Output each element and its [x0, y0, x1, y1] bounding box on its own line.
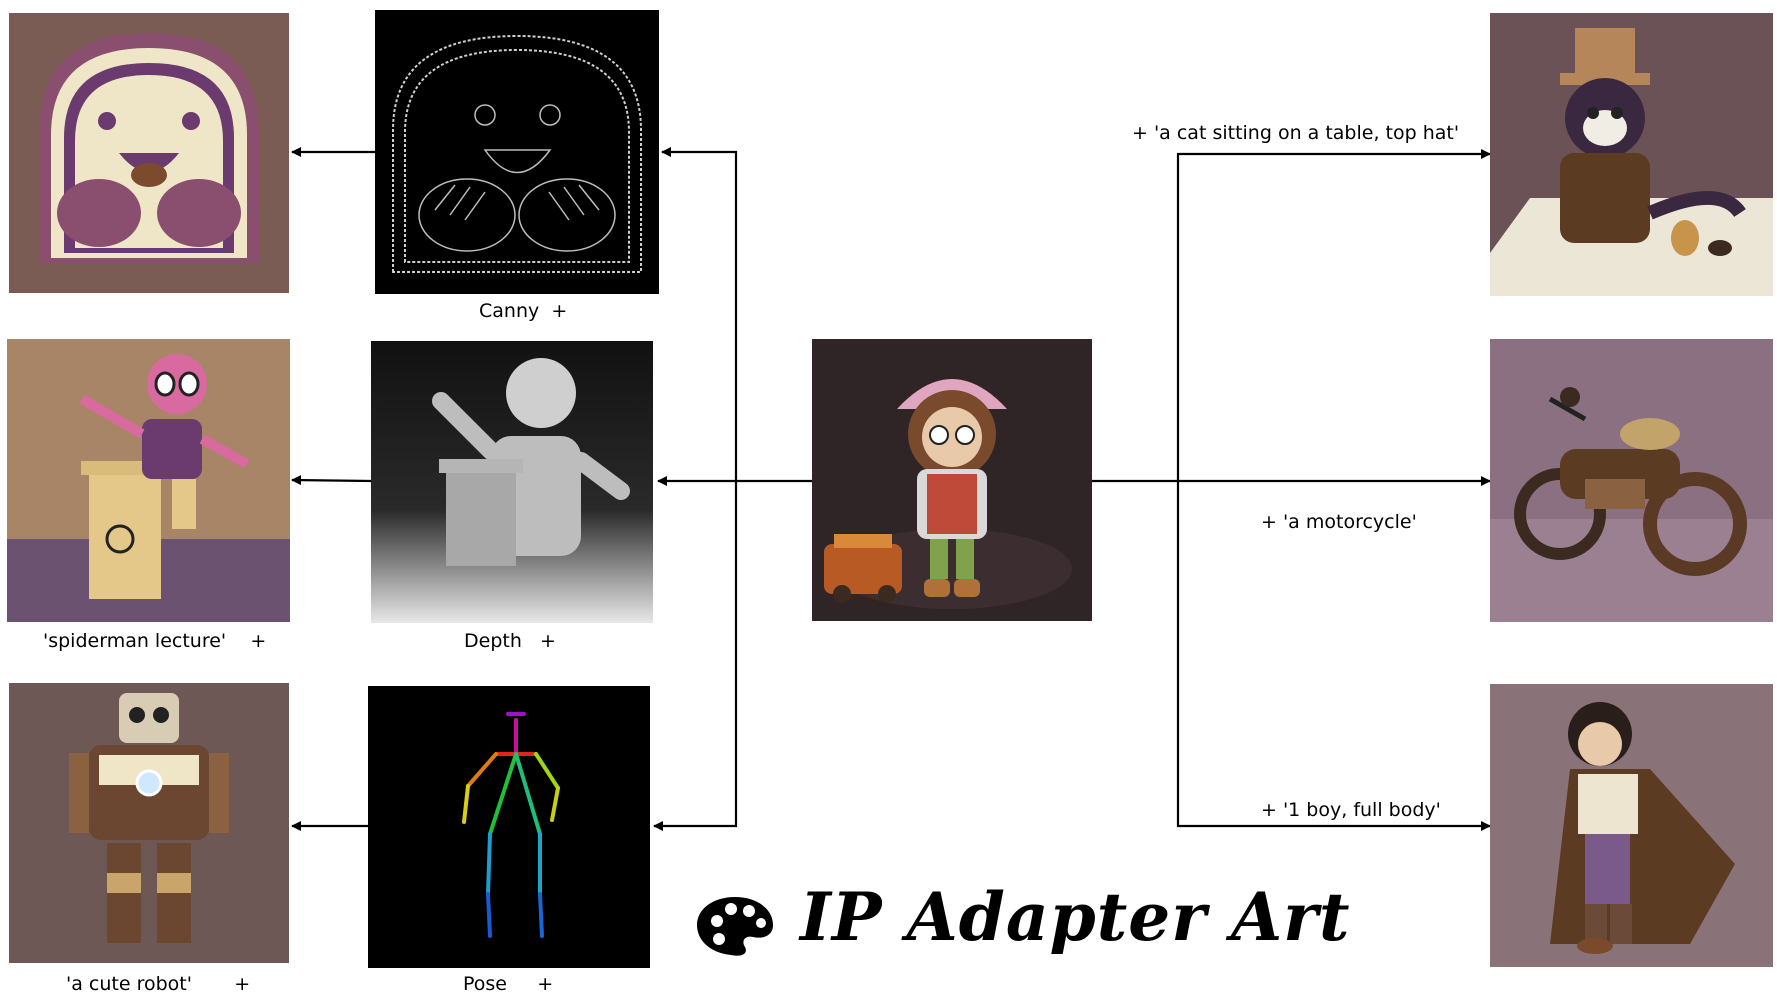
depth-map [371, 341, 653, 623]
arrow-center-to-pose [653, 481, 738, 831]
robot-prompt-text: 'a cute robot' [66, 973, 192, 995]
spiderman-prompt-label: 'spiderman lecture' + [43, 630, 266, 652]
robot-prompt-label: 'a cute robot' + [66, 973, 250, 995]
cat-prompt-label: + 'a cat sitting on a table, top hat' [1132, 122, 1460, 144]
spiderman-plus: + [250, 630, 267, 652]
arrow-center-to-boy [1176, 481, 1491, 831]
boy-full-body-image [1490, 684, 1773, 967]
spiderman-prompt-text: 'spiderman lecture' [43, 630, 227, 652]
pose-label-text: Pose [463, 973, 507, 995]
depth-label-text: Depth [464, 630, 522, 652]
diagram-title: IP Adapter Art [800, 878, 1351, 956]
boy-prompt-label: + '1 boy, full body' [1261, 799, 1441, 821]
canny-label: Canny + [479, 300, 567, 322]
motorcycle-image [1490, 339, 1773, 622]
arrow-center-to-cat [1176, 149, 1491, 481]
reference-crochet-doll-image [812, 339, 1092, 621]
robot-plus: + [234, 973, 251, 995]
canny-plus: + [551, 300, 568, 322]
arrow-depth-to-output [291, 475, 372, 486]
pose-skeleton-map [368, 686, 650, 968]
pose-plus: + [537, 973, 554, 995]
cute-robot-image [9, 683, 289, 963]
spiderman-lecture-image [7, 339, 290, 622]
arrow-center-to-canny [661, 147, 738, 481]
palette-icon [695, 895, 775, 957]
depth-label: Depth + [464, 630, 556, 652]
canny-label-text: Canny [479, 300, 540, 322]
motorcycle-prompt-label: + 'a motorcycle' [1261, 511, 1417, 533]
pose-label: Pose + [463, 973, 553, 995]
canny-edge-map [375, 10, 659, 294]
cat-top-hat-image [1490, 13, 1773, 296]
depth-plus: + [540, 630, 556, 652]
hugging-face-crochet-image [9, 13, 289, 293]
